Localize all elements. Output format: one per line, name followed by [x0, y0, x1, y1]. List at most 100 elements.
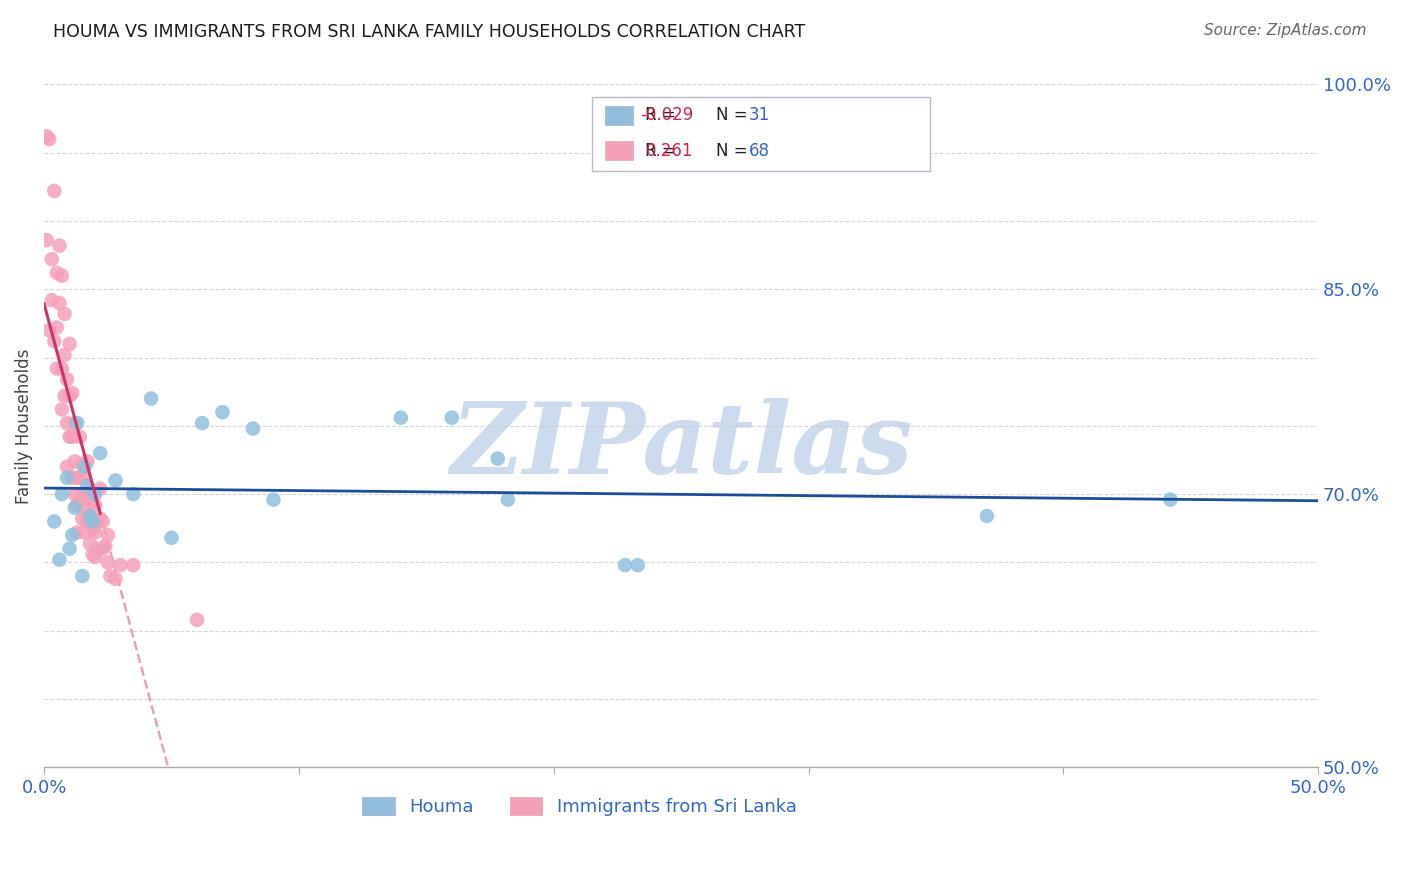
Point: [56, 471, 79, 485]
Text: 68: 68: [749, 142, 770, 160]
Point: [122, 487, 145, 501]
Point: [82, 523, 104, 537]
Point: [82, 515, 104, 529]
Point: [45, 320, 67, 334]
Point: [69, 430, 91, 444]
Point: [72, 569, 94, 583]
Point: [44, 334, 66, 348]
Point: [66, 416, 89, 430]
Point: [66, 498, 89, 512]
Point: [110, 558, 132, 573]
Point: [73, 525, 96, 540]
Point: [242, 421, 264, 435]
Point: [79, 484, 101, 499]
Point: [44, 515, 66, 529]
Point: [66, 525, 89, 540]
Point: [84, 525, 107, 540]
Point: [76, 490, 98, 504]
Point: [91, 541, 114, 556]
Point: [63, 487, 86, 501]
Point: [60, 471, 83, 485]
Point: [38, 323, 60, 337]
Point: [73, 471, 96, 485]
Point: [98, 569, 121, 583]
Point: [191, 416, 214, 430]
Point: [51, 487, 73, 501]
Point: [48, 552, 70, 566]
Text: HOUMA VS IMMIGRANTS FROM SRI LANKA FAMILY HOUSEHOLDS CORRELATION CHART: HOUMA VS IMMIGRANTS FROM SRI LANKA FAMIL…: [53, 23, 806, 41]
Point: [48, 238, 70, 252]
Point: [51, 361, 73, 376]
Point: [104, 572, 127, 586]
Point: [139, 392, 162, 406]
Point: [72, 512, 94, 526]
Point: [89, 446, 111, 460]
Point: [63, 416, 86, 430]
Point: [76, 454, 98, 468]
Bar: [605, 141, 633, 161]
Point: [48, 296, 70, 310]
Point: [60, 430, 83, 444]
Point: [44, 184, 66, 198]
Point: [82, 547, 104, 561]
Point: [389, 410, 412, 425]
Point: [53, 307, 76, 321]
Bar: [605, 105, 633, 125]
Point: [84, 549, 107, 564]
Point: [262, 492, 284, 507]
Point: [82, 495, 104, 509]
Y-axis label: Family Households: Family Households: [15, 348, 32, 504]
Point: [86, 541, 108, 556]
FancyBboxPatch shape: [592, 97, 929, 171]
Point: [486, 451, 509, 466]
Point: [76, 479, 98, 493]
Point: [51, 402, 73, 417]
Point: [56, 416, 79, 430]
Text: R =: R =: [645, 142, 676, 160]
Point: [160, 531, 183, 545]
Point: [69, 471, 91, 485]
Point: [79, 536, 101, 550]
Text: ZIPatlas: ZIPatlas: [450, 398, 912, 494]
Point: [86, 515, 108, 529]
Point: [614, 558, 637, 573]
Point: [73, 459, 96, 474]
Point: [104, 474, 127, 488]
Point: [91, 515, 114, 529]
Point: [186, 613, 208, 627]
Legend: Houma, Immigrants from Sri Lanka: Houma, Immigrants from Sri Lanka: [354, 789, 804, 823]
Point: [56, 372, 79, 386]
Point: [53, 389, 76, 403]
Point: [72, 457, 94, 471]
Point: [97, 528, 120, 542]
Point: [122, 558, 145, 573]
Text: 31: 31: [749, 106, 770, 124]
Point: [211, 405, 233, 419]
Point: [58, 430, 80, 444]
Point: [58, 541, 80, 556]
Text: 0.261: 0.261: [647, 142, 695, 160]
Point: [45, 361, 67, 376]
Point: [45, 266, 67, 280]
Text: Source: ZipAtlas.com: Source: ZipAtlas.com: [1204, 23, 1367, 38]
Text: N =: N =: [716, 142, 747, 160]
Point: [38, 132, 60, 146]
Point: [627, 558, 650, 573]
Point: [60, 386, 83, 401]
Point: [35, 129, 58, 144]
Point: [84, 487, 107, 501]
Point: [53, 348, 76, 362]
Point: [440, 410, 463, 425]
Point: [58, 337, 80, 351]
Point: [35, 233, 58, 247]
Point: [89, 512, 111, 526]
Point: [496, 492, 519, 507]
Point: [41, 252, 63, 267]
Point: [63, 454, 86, 468]
Point: [97, 556, 120, 570]
Point: [63, 500, 86, 515]
Point: [41, 293, 63, 308]
Point: [58, 389, 80, 403]
Point: [1159, 492, 1181, 507]
Point: [79, 508, 101, 523]
